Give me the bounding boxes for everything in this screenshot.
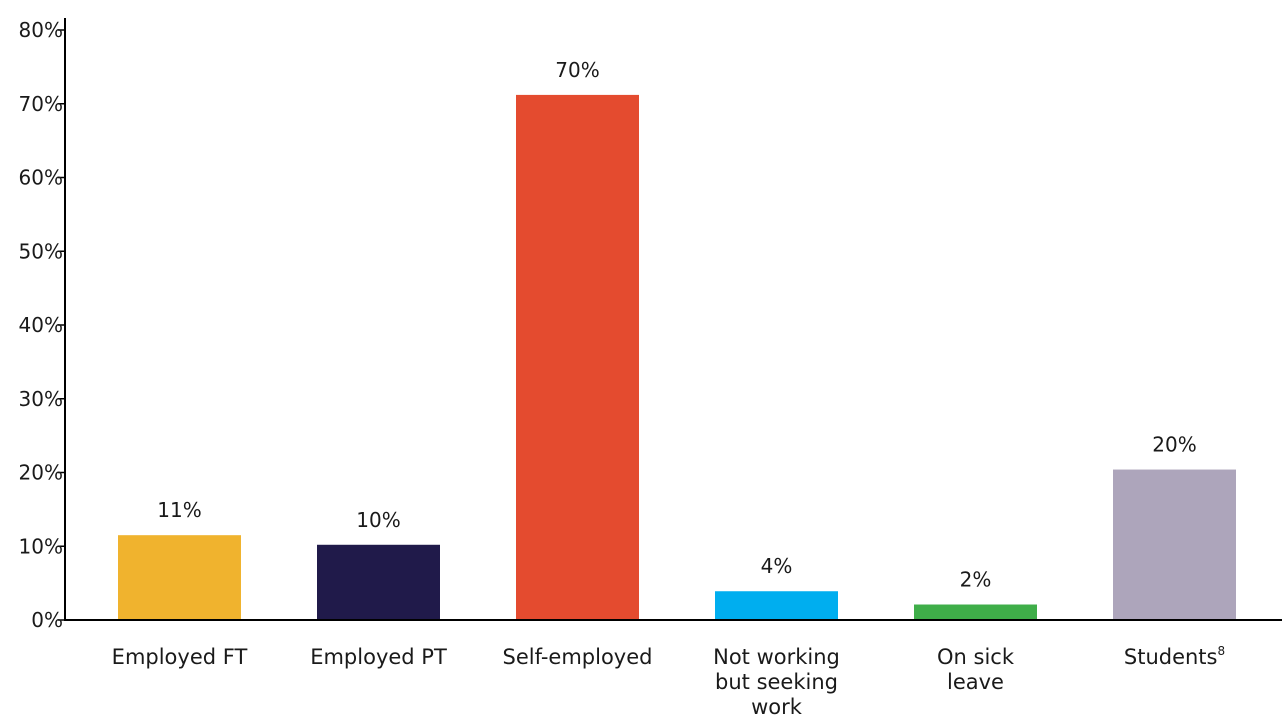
bar	[118, 535, 241, 620]
y-tick-label: 0%	[31, 608, 63, 632]
y-tick-label: 50%	[19, 239, 63, 263]
y-tick-label: 20%	[19, 461, 63, 485]
y-axis-ticks: 0% 10% 20% 30% 40% 50% 60% 70% 80%	[19, 18, 65, 632]
bar	[715, 591, 838, 620]
data-label: 4%	[761, 554, 793, 578]
bar	[914, 604, 1037, 620]
category-label: Employed PT	[310, 645, 447, 669]
data-label: 2%	[960, 568, 992, 592]
bar	[516, 94, 639, 620]
category-label: On sick leave	[937, 645, 1015, 694]
category-labels-group: Employed FT Employed PT Self-employed Not w…	[112, 644, 1225, 718]
data-label: 70%	[555, 58, 599, 82]
data-label: 20%	[1152, 433, 1196, 457]
data-label: 11%	[157, 498, 201, 522]
data-label: 10%	[356, 508, 400, 532]
value-labels-group: 11% 10% 70% 4% 2% 20%	[157, 58, 1196, 592]
y-tick-label: 30%	[19, 387, 63, 411]
category-label: Students8	[1124, 644, 1225, 669]
category-label: Not working but seeking work	[713, 645, 840, 718]
bar	[317, 544, 440, 620]
bar	[1113, 469, 1236, 620]
y-tick-label: 60%	[19, 166, 63, 190]
category-label: Self-employed	[503, 645, 653, 669]
y-tick-label: 40%	[19, 313, 63, 337]
y-tick-label: 70%	[19, 92, 63, 116]
y-tick-label: 10%	[19, 534, 63, 558]
category-label: Employed FT	[112, 645, 248, 669]
bars-group	[118, 94, 1236, 620]
y-tick-label: 80%	[19, 18, 63, 42]
